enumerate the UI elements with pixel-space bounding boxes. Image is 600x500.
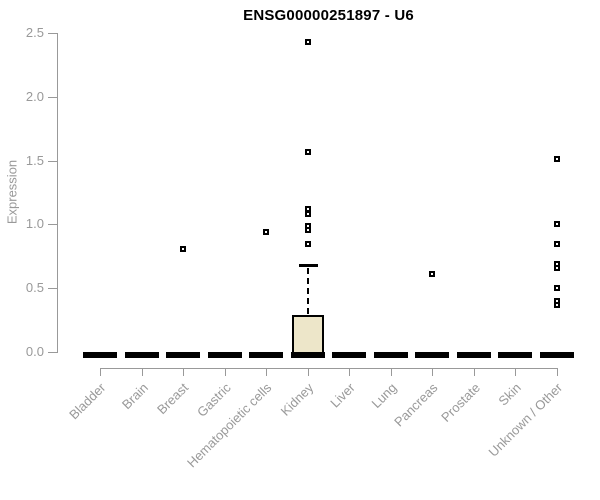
outlier-point <box>305 38 311 45</box>
outlier-point <box>554 297 560 304</box>
x-tick-label: Prostate <box>437 380 483 425</box>
y-axis-line <box>57 33 58 353</box>
x-axis-tick <box>142 368 143 376</box>
x-axis-tick <box>349 368 350 376</box>
median-bar <box>498 352 532 358</box>
outlier-point <box>305 211 311 218</box>
outlier-point <box>305 240 311 247</box>
outlier-point <box>554 156 560 163</box>
outlier-point <box>554 260 560 267</box>
x-axis-line <box>100 368 558 369</box>
x-tick-label: Pancreas <box>391 380 441 430</box>
median-bar <box>540 352 574 358</box>
x-tick-label: Brain <box>118 380 151 413</box>
median-bar <box>125 352 159 358</box>
x-tick-label: Breast <box>154 380 192 418</box>
y-axis-tick <box>48 352 57 353</box>
x-tick-label: Unknown / Other <box>486 380 566 460</box>
outlier-point <box>305 222 311 229</box>
x-axis-tick <box>391 368 392 376</box>
x-axis-tick <box>100 368 101 376</box>
x-axis-tick <box>266 368 267 376</box>
y-axis-tick <box>48 288 57 290</box>
y-axis-tick <box>48 96 57 98</box>
y-axis-title: Expression <box>4 159 20 225</box>
box <box>292 314 324 356</box>
outlier-point <box>305 148 311 155</box>
outlier-point <box>554 221 560 228</box>
outlier-point <box>554 285 560 292</box>
x-tick-label: Kidney <box>277 380 317 419</box>
y-tick-label: 2.0 <box>25 88 44 104</box>
median-bar <box>457 352 491 358</box>
x-axis-tick <box>308 368 309 376</box>
y-tick-label: 1.5 <box>25 152 44 168</box>
y-tick-label: 2.5 <box>25 25 44 40</box>
x-tick-label: Skin <box>495 380 524 409</box>
x-axis-tick <box>432 368 433 376</box>
y-axis-tick <box>48 33 57 34</box>
outlier-point <box>429 271 435 278</box>
y-tick-label: 1.0 <box>25 216 44 232</box>
median-bar <box>208 352 242 358</box>
y-tick-label: 0.0 <box>25 344 44 359</box>
outlier-point <box>554 240 560 247</box>
median-bar <box>83 352 117 358</box>
chart-title: ENSG00000251897 - U6 <box>243 7 414 24</box>
x-tick-label: Bladder <box>66 380 109 423</box>
y-axis-tick <box>48 224 57 226</box>
x-axis-tick <box>474 368 475 376</box>
median-bar <box>415 352 449 358</box>
x-tick-label: Gastric <box>193 380 234 420</box>
whisker-line <box>307 268 309 314</box>
y-axis-tick <box>48 160 57 162</box>
median-bar <box>291 352 325 358</box>
x-axis-tick <box>183 368 184 376</box>
x-axis-tick <box>515 368 516 376</box>
whisker-cap <box>299 264 318 268</box>
x-axis-tick <box>557 368 558 376</box>
x-axis-tick <box>225 368 226 376</box>
median-bar <box>332 352 366 358</box>
x-tick-label: Lung <box>368 380 400 412</box>
outlier-point <box>180 245 186 252</box>
outlier-point <box>305 206 311 213</box>
median-bar <box>249 352 283 358</box>
median-bar <box>166 352 200 358</box>
x-tick-label: Liver <box>327 380 358 411</box>
y-tick-label: 0.5 <box>25 280 44 296</box>
outlier-point <box>263 229 269 236</box>
median-bar <box>374 352 408 358</box>
